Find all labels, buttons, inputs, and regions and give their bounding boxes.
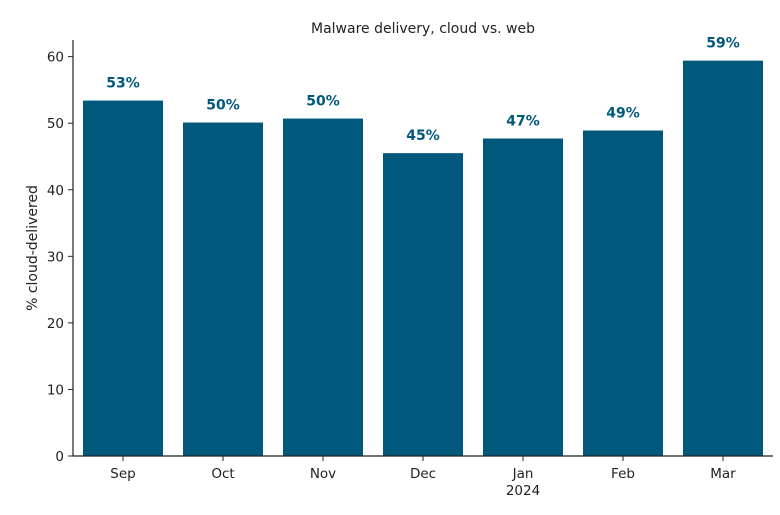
y-tick-label-40: 40 bbox=[47, 183, 64, 199]
data-label-mar: 59% bbox=[706, 36, 740, 52]
chart-title: Malware delivery, cloud vs. web bbox=[311, 21, 535, 37]
x-tick-label-dec: Dec bbox=[410, 466, 436, 482]
data-label-sep: 53% bbox=[106, 76, 140, 92]
y-tick-label-50: 50 bbox=[47, 116, 64, 132]
bar-dec bbox=[383, 153, 463, 456]
x-tick-label-mar: Mar bbox=[710, 466, 736, 482]
x-tick-label-feb: Feb bbox=[611, 466, 635, 482]
y-tick-label-10: 10 bbox=[47, 382, 64, 398]
x-tick-label-sep: Sep bbox=[110, 466, 135, 482]
y-tick-label-60: 60 bbox=[47, 50, 64, 66]
data-label-dec: 45% bbox=[406, 128, 440, 144]
data-label-nov: 50% bbox=[306, 94, 340, 110]
bar-feb bbox=[583, 130, 663, 456]
y-tick-label-30: 30 bbox=[47, 249, 64, 265]
y-tick-label-20: 20 bbox=[47, 316, 64, 332]
data-labels: 53% 50% 50% 45% 47% 49% 59% bbox=[106, 36, 740, 145]
x-tick-label-jan: Jan bbox=[512, 466, 534, 482]
x-tick-sublabel-jan: 2024 bbox=[506, 483, 540, 499]
y-tick-label-0: 0 bbox=[55, 449, 64, 465]
bar-sep bbox=[83, 100, 163, 456]
y-axis: 0 10 20 30 40 50 60 bbox=[47, 40, 74, 465]
x-tick-label-nov: Nov bbox=[310, 466, 336, 482]
bar-oct bbox=[183, 122, 263, 456]
bar-nov bbox=[283, 118, 363, 456]
y-axis-label: % cloud-delivered bbox=[25, 185, 41, 311]
data-label-oct: 50% bbox=[206, 98, 240, 114]
bar-mar bbox=[683, 60, 763, 456]
data-label-feb: 49% bbox=[606, 106, 640, 122]
bar-jan bbox=[483, 138, 563, 456]
bars bbox=[83, 60, 763, 456]
data-label-jan: 47% bbox=[506, 114, 540, 130]
x-tick-label-oct: Oct bbox=[211, 466, 234, 482]
